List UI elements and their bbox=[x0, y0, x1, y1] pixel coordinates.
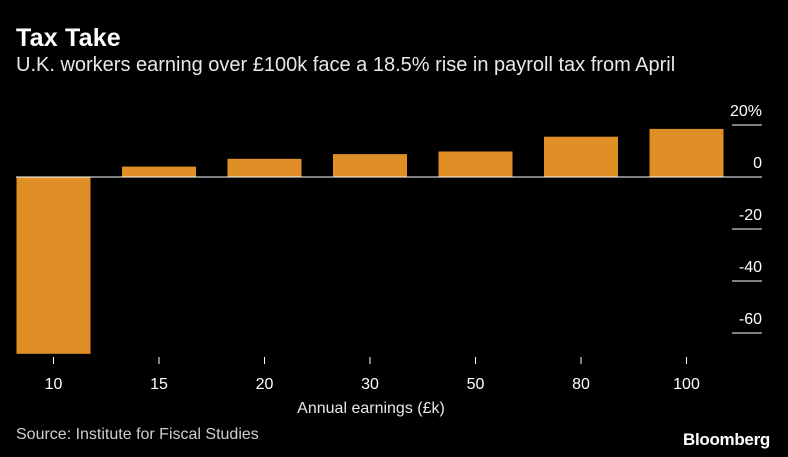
bar-10 bbox=[16, 177, 91, 354]
x-tick-label: 10 bbox=[45, 376, 63, 393]
bar-20 bbox=[227, 158, 302, 177]
x-tick-label: 50 bbox=[467, 376, 485, 393]
chart-title: Tax Take bbox=[16, 24, 121, 52]
bar-100 bbox=[649, 128, 724, 177]
y-tick-label: -20 bbox=[739, 207, 762, 224]
y-tick-label: 20% bbox=[730, 103, 762, 120]
bar-80 bbox=[544, 136, 618, 177]
x-tick-label: 20 bbox=[256, 376, 274, 393]
bar-30 bbox=[333, 154, 407, 177]
x-axis-title: Annual earnings (£k) bbox=[297, 400, 445, 417]
source-note: Source: Institute for Fiscal Studies bbox=[16, 426, 259, 443]
x-tick-label: 100 bbox=[673, 376, 700, 393]
y-tick-label: -40 bbox=[739, 259, 762, 276]
x-tick-label: 15 bbox=[150, 376, 168, 393]
bar-50 bbox=[438, 151, 513, 177]
chart-subtitle: U.K. workers earning over £100k face a 1… bbox=[16, 54, 676, 76]
bar-chart: 20% 0 -20 -40 -60 10 15 20 30 50 80 100 Annual earni… bbox=[16, 103, 762, 417]
y-tick-label: 0 bbox=[753, 155, 762, 172]
x-tick-label: 80 bbox=[572, 376, 590, 393]
bloomberg-logo: Bloomberg bbox=[682, 430, 770, 449]
x-tick-label: 30 bbox=[361, 376, 379, 393]
y-tick-label: -60 bbox=[739, 311, 762, 328]
bar-15 bbox=[122, 166, 196, 177]
